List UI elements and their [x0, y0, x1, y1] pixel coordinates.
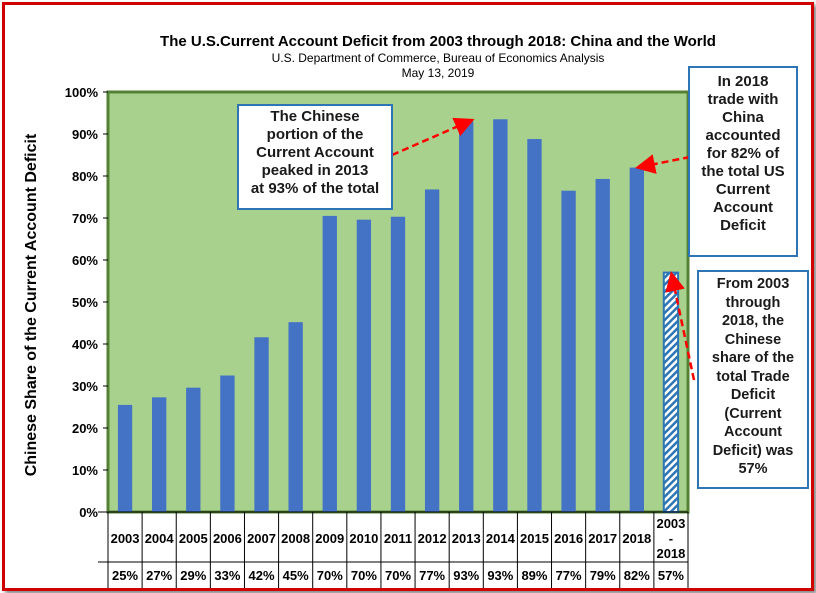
x-tick-label: 2003 -2018	[656, 516, 685, 561]
annotation-line: 2018, the	[721, 313, 785, 329]
bar-2018	[629, 167, 644, 512]
x-tick-label: 2007	[247, 531, 276, 546]
annotation-line: for 82% of	[706, 145, 780, 162]
annotation-line: total Trade	[716, 368, 790, 385]
annotation-line: at 93% of the total	[250, 180, 380, 197]
y-tick-label: 10%	[72, 463, 98, 478]
bar-2003	[117, 404, 133, 512]
annotation-line: Chinese	[724, 331, 782, 348]
bar-2009	[322, 215, 337, 512]
data-label: 93%	[453, 568, 479, 583]
annotation-line: Deficit	[730, 387, 776, 403]
bar-2005	[186, 387, 201, 512]
annotation-line: In 2018	[717, 73, 769, 90]
annotation-line: Current Account	[256, 144, 374, 161]
peak-2013-note: The Chinese portion of the Current Account…	[237, 104, 393, 210]
annotation-line: share of the	[711, 350, 795, 366]
annotation-line: (Current	[724, 405, 782, 422]
x-tick-label: 2016	[554, 531, 583, 546]
data-label: 89%	[521, 568, 547, 583]
data-label: 42%	[249, 568, 275, 583]
x-tick-label: 2013	[452, 531, 481, 546]
y-tick-label: 0%	[79, 505, 98, 520]
annotation-line: Current	[715, 181, 771, 198]
annotation-line: the total US	[701, 163, 785, 180]
x-tick-label: 2006	[213, 531, 242, 546]
data-label: 82%	[624, 568, 650, 583]
bar-2011	[390, 216, 406, 513]
bar-2012	[424, 189, 440, 512]
x-tick-label: 2018	[622, 531, 651, 546]
x-tick-label: 2009	[315, 531, 344, 546]
y-tick-label: 100%	[65, 85, 99, 100]
y-tick-label: 80%	[72, 169, 98, 184]
bar-2008	[288, 322, 303, 512]
bar-2003-2018	[662, 271, 680, 513]
y-tick-label: 30%	[72, 379, 98, 394]
y-tick-label: 90%	[72, 127, 98, 142]
annotation-line: China	[722, 109, 764, 126]
x-tick-label: 2017	[588, 531, 617, 546]
annotation-line: Deficit) was	[712, 442, 794, 459]
bar-2004	[152, 397, 167, 512]
chart-title: The U.S.Current Account Deficit from 200…	[160, 33, 716, 50]
x-tick-label: 2005	[179, 531, 208, 546]
arrow-2018	[635, 154, 691, 174]
data-label: 70%	[351, 568, 377, 583]
chart-subtitle: U.S. Department of Commerce, Bureau of E…	[271, 51, 605, 65]
data-label: 25%	[112, 568, 138, 583]
annotation-line: accounted	[705, 127, 781, 144]
data-label: 77%	[556, 568, 582, 583]
data-label: 57%	[658, 568, 684, 583]
annotation-line: The Chinese	[270, 108, 360, 125]
data-label: 27%	[146, 568, 172, 583]
y-tick-label: 60%	[72, 253, 98, 268]
bar-2013	[459, 121, 474, 513]
annotation-line: Account	[724, 424, 782, 440]
data-label: 79%	[590, 568, 616, 583]
x-tick-label: 2014	[486, 531, 516, 546]
y-tick-label: 70%	[72, 211, 98, 226]
y-tick-label: 20%	[72, 421, 98, 436]
x-tick-label: 2011	[384, 531, 412, 546]
data-label: 77%	[419, 568, 445, 583]
data-label: 70%	[317, 568, 343, 583]
y-tick-label: 40%	[72, 337, 98, 352]
x-tick-label: 2010	[349, 531, 378, 546]
annotation-line: Account	[713, 199, 773, 216]
annotation-line: through	[725, 294, 781, 311]
bar-2015	[527, 139, 542, 513]
bar-2006	[220, 375, 235, 512]
bar-2007	[254, 337, 269, 512]
data-label: 33%	[214, 568, 240, 583]
x-tick-label: 2004	[145, 531, 175, 546]
x-tick-label: 2003	[111, 531, 140, 546]
data-label: 29%	[180, 568, 206, 583]
x-tick-label: 2012	[418, 531, 447, 546]
data-label: 45%	[283, 568, 309, 583]
data-label: 93%	[487, 568, 513, 583]
y-tick-label: 50%	[72, 295, 98, 310]
bar-2016	[561, 190, 576, 512]
annotation-line: peaked in 2013	[261, 162, 369, 179]
bar-2014	[493, 119, 508, 513]
data-label: 70%	[385, 568, 411, 583]
annotation-line: Deficit	[720, 217, 766, 234]
annotation-line: portion of the	[266, 126, 364, 143]
annotation-line: 57%	[738, 461, 768, 477]
bar-2010	[356, 219, 372, 512]
x-tick-label: 2008	[281, 531, 310, 546]
annotation-line: From 2003	[716, 276, 790, 292]
x-tick-label: 2015	[520, 531, 549, 546]
bar-2017	[595, 178, 610, 512]
2018-note: In 2018 trade with China accounted for 82% o…	[688, 66, 798, 257]
arrow-2013	[391, 117, 475, 157]
overall-note: From 2003 through 2018, the Chinese share of…	[697, 270, 809, 489]
arrow-overall	[665, 271, 696, 381]
chart-date: May 13, 2019	[401, 66, 475, 80]
annotation-line: trade with	[707, 91, 779, 108]
